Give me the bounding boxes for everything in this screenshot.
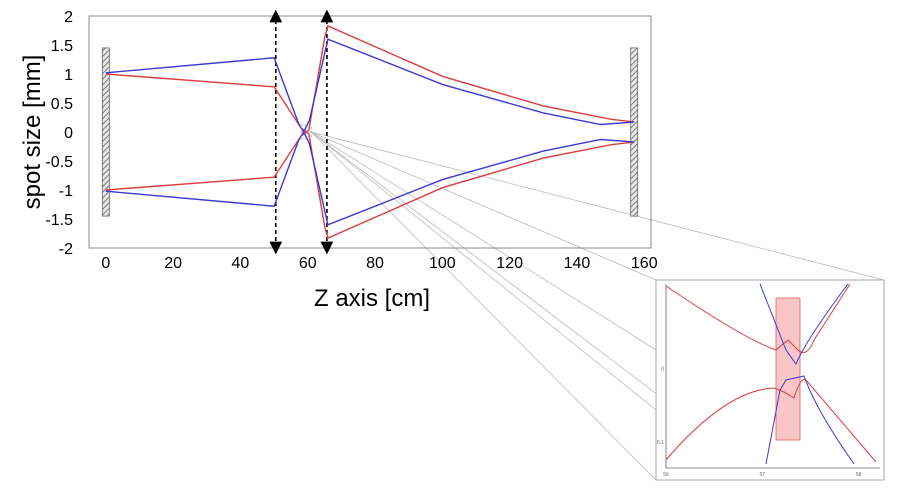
red-series-line — [105, 73, 635, 240]
inset-frame — [655, 279, 885, 481]
zoom-connector-line — [310, 131, 657, 351]
y-tick-label: 2 — [64, 9, 73, 26]
zoom-connector-line — [311, 131, 885, 281]
blue-series-line — [105, 130, 635, 226]
zoom-connector-line — [310, 131, 657, 411]
y-tick-label: -2 — [59, 241, 73, 258]
end-mirror — [630, 47, 639, 217]
x-tick-label: 140 — [564, 255, 591, 272]
zoom-inset-panel: 56 57 58 0 -0.1 — [655, 279, 885, 481]
zoom-box — [300, 124, 312, 140]
zoom-connector-line — [310, 131, 657, 281]
plot-frame — [88, 15, 652, 249]
y-tick-label: -1 — [59, 183, 73, 200]
optical-elements — [101, 9, 639, 255]
x-tick-labels: 0 20 40 60 80 100 120 140 160 — [101, 255, 657, 272]
x-tick-label: 60 — [299, 255, 317, 272]
red-series-line — [105, 24, 635, 191]
inset-crystal-region — [775, 297, 801, 441]
inset-beam-curve — [665, 283, 851, 353]
x-tick-label: 120 — [496, 255, 523, 272]
inset-x-tick-label: 56 — [663, 472, 669, 478]
inset-y-tick-label: 0 — [661, 366, 664, 372]
inset-beam-curve — [665, 378, 877, 463]
inset-x-tick-label: 57 — [760, 472, 766, 478]
x-tick-label: 100 — [429, 255, 456, 272]
y-tick-labels: 2 1.5 1 0.5 0 -0.5 -1 -1.5 -2 — [45, 9, 73, 258]
blue-series-line — [105, 38, 635, 134]
y-axis-title: spot size [mm] — [19, 55, 46, 210]
x-tick-label: 80 — [366, 255, 384, 272]
y-tick-label: -0.5 — [45, 154, 73, 171]
x-tick-label: 40 — [232, 255, 250, 272]
beam-series — [105, 24, 635, 240]
y-tick-label: 1 — [64, 67, 73, 84]
inset-content: 56 57 58 0 -0.1 — [655, 283, 880, 478]
inset-beam-curve — [759, 283, 849, 366]
x-tick-label: 0 — [101, 255, 110, 272]
zoom-connector-line — [310, 131, 657, 481]
inset-x-tick-label: 58 — [856, 472, 862, 478]
y-tick-label: 0 — [64, 125, 73, 142]
y-tick-label: -1.5 — [45, 212, 73, 229]
zoom-region-box — [300, 124, 312, 140]
y-tick-label: 0.5 — [51, 96, 73, 113]
x-tick-label: 20 — [164, 255, 182, 272]
y-tick-label: 1.5 — [51, 38, 73, 55]
x-axis-title: Z axis [cm] — [314, 285, 430, 312]
end-mirror — [101, 47, 110, 217]
inset-beam-curve — [765, 375, 855, 465]
x-tick-label: 160 — [631, 255, 658, 272]
inset-y-tick-label: -0.1 — [655, 440, 664, 446]
zoom-connector-lines — [310, 131, 885, 481]
